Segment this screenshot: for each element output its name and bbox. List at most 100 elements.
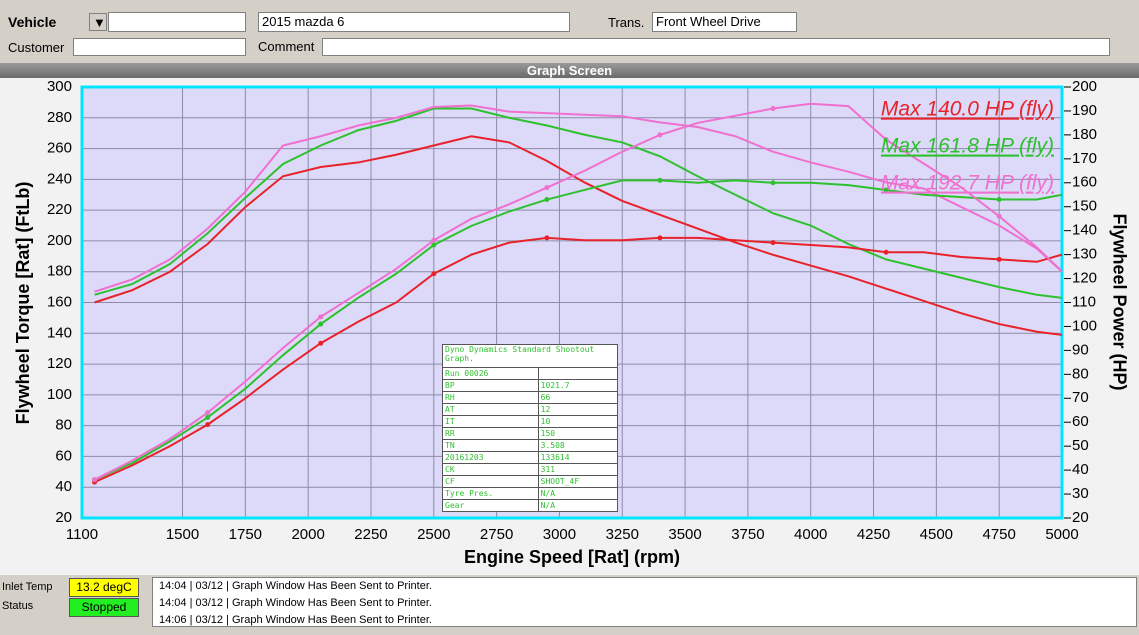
row: RH 66 <box>442 391 619 404</box>
y-tick-label: 20 <box>55 509 72 526</box>
label: Customer <box>8 40 65 55</box>
point <box>544 235 550 241</box>
max-annotation: Max 140.0 HP (fly) <box>881 98 1054 121</box>
x-tick-label: 2250 <box>354 526 387 543</box>
label: Inlet Temp <box>2 581 53 593</box>
label: Vehicle <box>8 14 57 30</box>
y2-tick-label: 150 <box>1072 198 1097 215</box>
dropdown[interactable]: ▼ <box>89 13 107 31</box>
series-line <box>94 236 1063 483</box>
table-title: Dyno Dynamics Standard Shootout Graph. <box>442 344 618 368</box>
cell: RR <box>442 427 539 440</box>
info-table: Dyno Dynamics Standard Shootout Graph. Ru… <box>442 344 619 512</box>
inlet-temp: 13.2 degC <box>69 578 139 597</box>
point <box>318 314 324 320</box>
y-tick-label: 120 <box>47 355 72 372</box>
row: AT 12 <box>442 403 619 416</box>
x-tick-label: 2000 <box>291 526 324 543</box>
cell: 311 <box>537 463 619 476</box>
point <box>544 185 550 191</box>
y2-tick-label: 40 <box>1072 461 1089 478</box>
point <box>92 477 98 483</box>
row: IT 10 <box>442 415 619 428</box>
log: 14:04 | 03/12 | Graph Window Has Been Se… <box>152 577 1137 627</box>
point <box>657 132 663 138</box>
customer-field[interactable] <box>73 38 246 56</box>
trans-field[interactable]: Front Wheel Drive <box>652 12 797 32</box>
cell: IT <box>442 415 539 428</box>
y2-tick-label: 90 <box>1072 341 1089 358</box>
y2-tick-label: 200 <box>1072 78 1097 95</box>
cell: 66 <box>537 391 619 404</box>
cell: N/A <box>537 487 619 500</box>
series-line <box>94 104 1063 293</box>
log-line: 14:04 | 03/12 | Graph Window Has Been Se… <box>159 580 432 592</box>
y-tick-label: 220 <box>47 201 72 218</box>
cell: Gear <box>442 499 539 512</box>
row: RR 150 <box>442 427 619 440</box>
y-tick-label: 140 <box>47 324 72 341</box>
cell <box>537 367 619 380</box>
point <box>996 256 1002 262</box>
y-tick-label: 40 <box>55 478 72 495</box>
x-tick-label: 1100 <box>66 526 98 543</box>
window-title: Graph Screen <box>0 63 1139 78</box>
cell: SHOOT_4F <box>537 475 619 488</box>
series-line <box>94 179 1063 481</box>
y-tick-label: 260 <box>47 140 72 157</box>
cell: N/A <box>537 499 619 512</box>
y-tick-label: 280 <box>47 109 72 126</box>
x-tick-label: 2500 <box>417 526 450 543</box>
status-box: Stopped <box>69 598 139 617</box>
point <box>205 414 211 420</box>
y-tick-label: 300 <box>47 78 72 95</box>
point <box>431 237 437 243</box>
cell: BP <box>442 379 539 392</box>
y2-tick-label: 30 <box>1072 485 1089 502</box>
x-tick-label: 4500 <box>920 526 953 543</box>
cell: 1021.7 <box>537 379 619 392</box>
y2-tick-label: 100 <box>1072 317 1097 334</box>
point <box>996 197 1002 203</box>
y-tick-label: 240 <box>47 170 72 187</box>
point <box>544 197 550 203</box>
row: Dyno Dynamics Standard Shootout Graph. <box>442 344 618 368</box>
y2-tick-label: 60 <box>1072 413 1089 430</box>
cell: 150 <box>537 427 619 440</box>
y2-tick-label: 190 <box>1072 102 1097 119</box>
cell: RH <box>442 391 539 404</box>
point <box>431 242 437 248</box>
log-line: 14:06 | 03/12 | Graph Window Has Been Se… <box>159 614 432 626</box>
input[interactable] <box>108 12 246 32</box>
label: Trans. <box>608 15 645 30</box>
y2-tick-label: 130 <box>1072 246 1097 263</box>
cell: 133614 <box>537 451 619 464</box>
point <box>657 177 663 183</box>
x-tick-label: 3250 <box>606 526 639 543</box>
y2-tick-label: 70 <box>1072 389 1089 406</box>
comment-field[interactable] <box>322 38 1110 56</box>
y-tick-label: 60 <box>55 447 72 464</box>
point <box>996 213 1002 219</box>
row: CK 311 <box>442 463 619 476</box>
x-tick-label: 1500 <box>166 526 199 543</box>
label: Comment <box>258 39 315 54</box>
row: Run 00026 <box>442 367 619 380</box>
x-tick-label: 4750 <box>982 526 1015 543</box>
row: Tyre Pres. N/A <box>442 487 619 500</box>
max-annotation: Max 192.7 HP (fly) <box>881 172 1054 195</box>
vehicle-field[interactable]: 2015 mazda 6 <box>258 12 570 32</box>
y2-tick-label: 140 <box>1072 222 1097 239</box>
point <box>883 249 889 255</box>
y2-tick-label: 160 <box>1072 174 1097 191</box>
y2-axis-title: Flywheel Power (HP) <box>1109 213 1129 390</box>
row: 20161203 133614 <box>442 451 619 464</box>
x-tick-label: 3750 <box>731 526 764 543</box>
x-axis-title: Engine Speed [Rat] (rpm) <box>464 547 680 567</box>
point <box>657 235 663 241</box>
point <box>770 106 776 112</box>
cell: Tyre Pres. <box>442 487 539 500</box>
y-tick-label: 180 <box>47 263 72 280</box>
cell: TN <box>442 439 539 452</box>
